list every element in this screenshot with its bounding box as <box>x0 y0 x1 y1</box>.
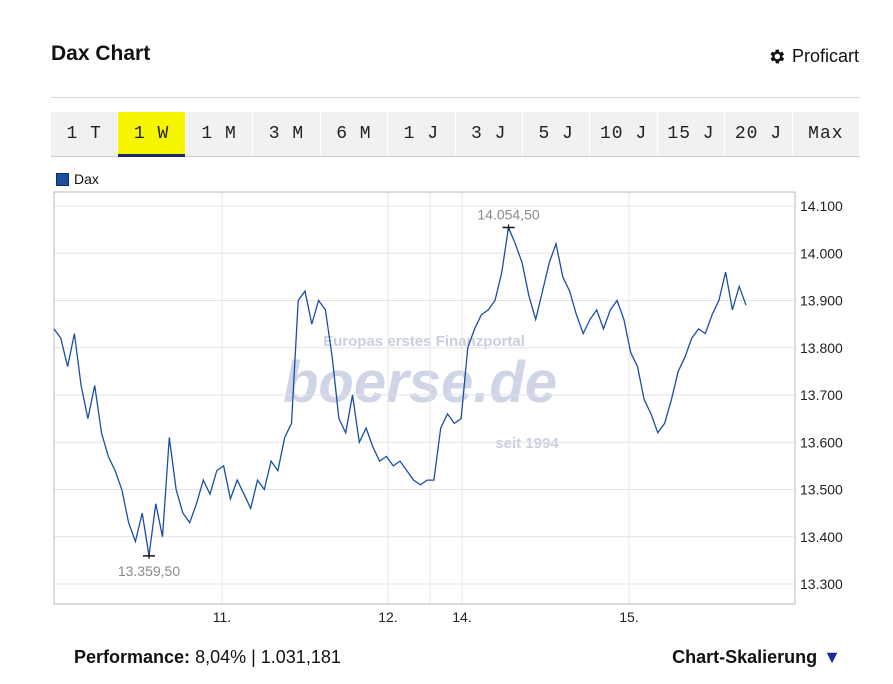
legend-label: Dax <box>74 171 99 187</box>
tab-1w[interactable]: 1 W <box>118 112 186 157</box>
tab-6m[interactable]: 6 M <box>321 112 389 156</box>
y-tick-label: 13.900 <box>800 293 843 309</box>
y-tick-label: 13.500 <box>800 482 843 498</box>
line-chart: Europas erstes Finanzportal boerse.de se… <box>53 191 843 625</box>
tab-3j[interactable]: 3 J <box>456 112 523 156</box>
header-divider <box>51 97 860 98</box>
tab-3m[interactable]: 3 M <box>253 112 321 156</box>
performance-label: Performance: <box>74 647 191 667</box>
page-title: Dax Chart <box>51 42 151 65</box>
chart-scaling-label: Chart-Skalierung <box>672 647 818 667</box>
x-tick-label: 14. <box>452 609 471 625</box>
profichart-label: Proficart <box>791 46 859 66</box>
profichart-link[interactable]: Proficart <box>767 46 859 67</box>
watermark-brand: boerse.de <box>283 350 557 415</box>
y-tick-label: 13.400 <box>800 529 843 545</box>
y-tick-label: 13.600 <box>800 434 843 450</box>
y-tick-label: 13.300 <box>800 576 843 592</box>
watermark: Europas erstes Finanzportal boerse.de se… <box>283 333 559 452</box>
chart-scaling-toggle[interactable]: Chart-Skalierung ▼ <box>672 647 841 668</box>
performance-summary: Performance: 8,04% | 1.031,181 <box>74 647 341 668</box>
chart-legend[interactable]: Dax <box>56 171 99 187</box>
y-tick-label: 13.800 <box>800 340 843 356</box>
gear-icon <box>770 49 785 64</box>
y-tick-label: 13.700 <box>800 387 843 403</box>
data-label: 14.054,50 <box>477 206 539 222</box>
tab-5j[interactable]: 5 J <box>523 112 591 156</box>
triangle-down-icon: ▼ <box>823 647 841 667</box>
watermark-tagline: Europas erstes Finanzportal <box>323 333 525 350</box>
performance-value: 8,04% | 1.031,181 <box>195 647 341 667</box>
x-tick-label: 12. <box>378 609 397 625</box>
y-tick-label: 14.000 <box>800 245 843 261</box>
x-tick-label: 11. <box>213 609 231 625</box>
timeframe-tabs: 1 T 1 W 1 M 3 M 6 M 1 J 3 J 5 J 10 J 15 … <box>51 112 861 157</box>
tab-1t[interactable]: 1 T <box>51 112 119 156</box>
tab-10j[interactable]: 10 J <box>590 112 658 156</box>
tab-20j[interactable]: 20 J <box>725 112 793 156</box>
series-line-dax <box>53 225 747 556</box>
watermark-since: seit 1994 <box>495 435 559 452</box>
tab-max[interactable]: Max <box>793 112 861 156</box>
tab-1m[interactable]: 1 M <box>186 112 254 156</box>
x-tick-label: 15. <box>619 609 638 625</box>
tab-1j[interactable]: 1 J <box>388 112 456 156</box>
data-label: 13.359,50 <box>118 563 180 579</box>
y-tick-label: 14.100 <box>800 198 843 214</box>
plot-frame <box>53 191 796 605</box>
tab-15j[interactable]: 15 J <box>658 112 726 156</box>
legend-swatch <box>56 172 69 186</box>
